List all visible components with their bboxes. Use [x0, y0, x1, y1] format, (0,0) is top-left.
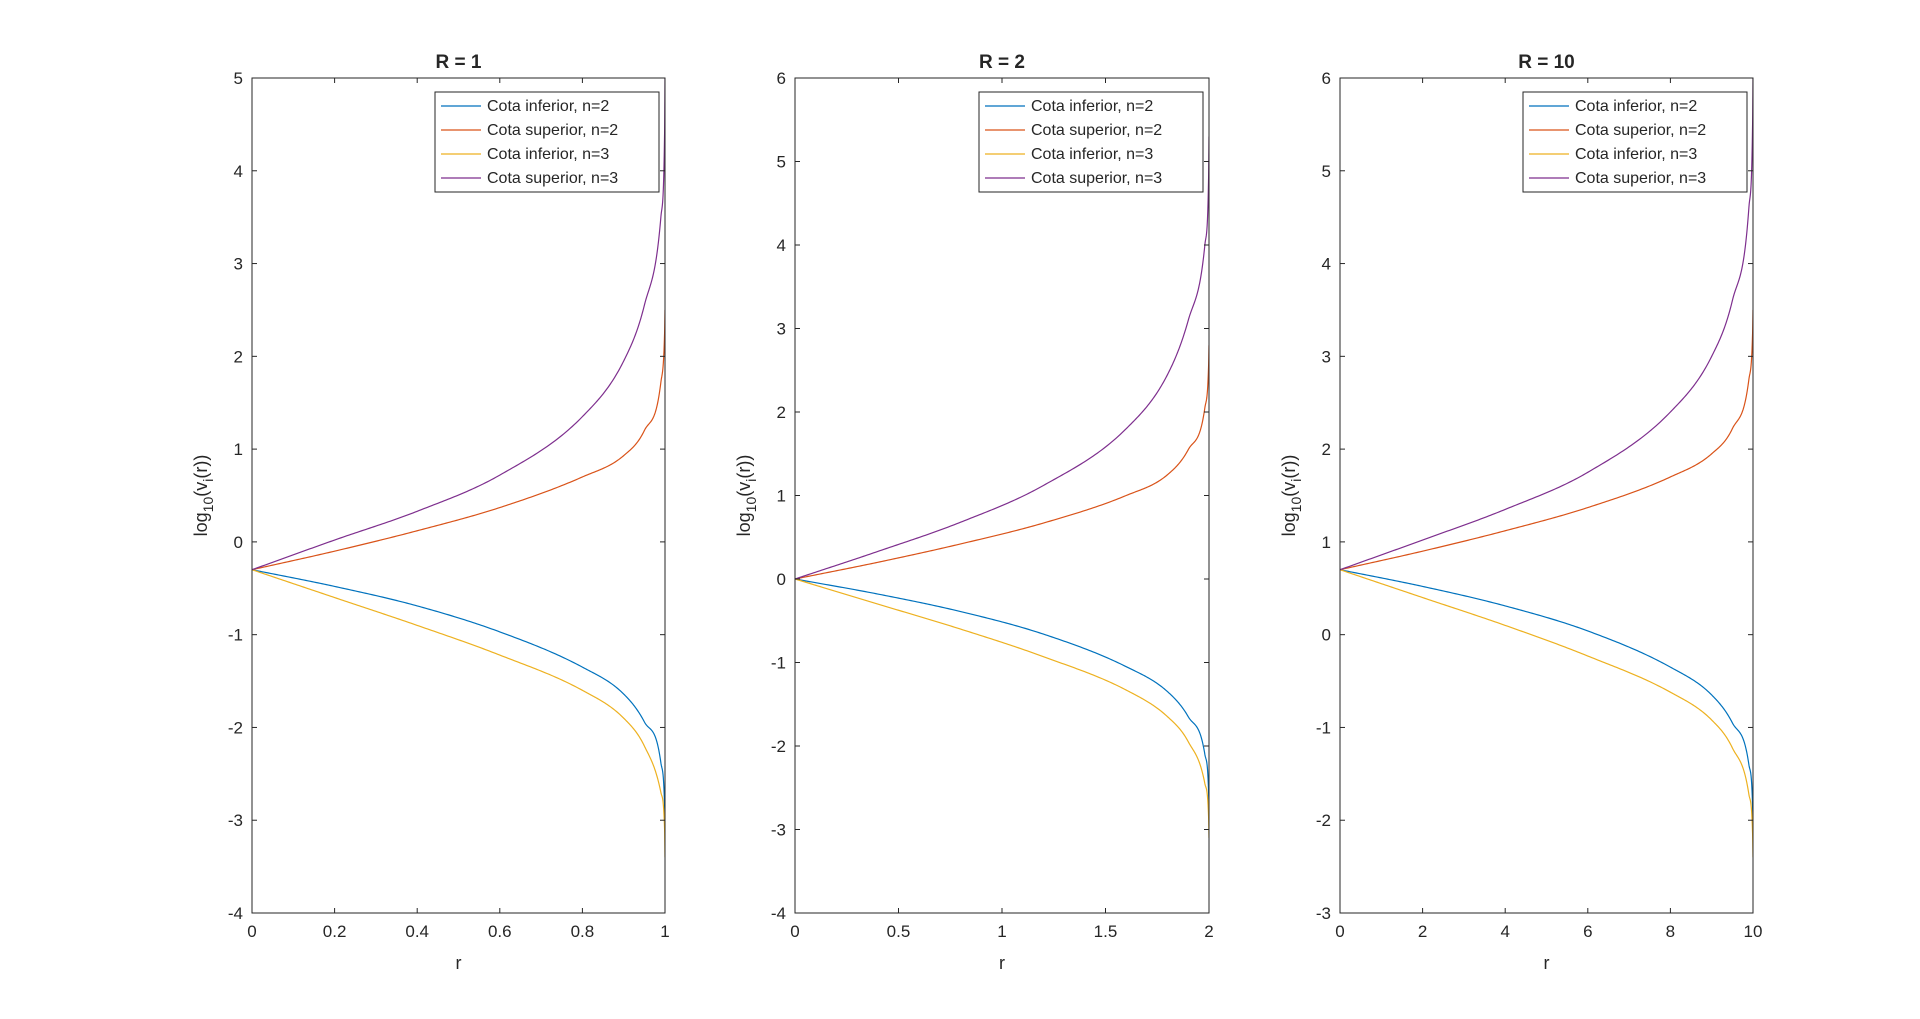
legend-label: Cota inferior, n=3 — [1575, 146, 1697, 163]
legend-label: Cota inferior, n=2 — [1575, 98, 1697, 115]
y-tick-label: 3 — [234, 255, 243, 274]
series-line-3 — [1340, 569, 1753, 858]
series-line-1 — [1340, 569, 1753, 830]
series-group — [795, 136, 1209, 838]
legend-label: Cota superior, n=3 — [487, 170, 618, 187]
x-tick-label: 2 — [1418, 922, 1427, 941]
x-tick-label: 0 — [247, 922, 256, 941]
x-tick-label: 1 — [997, 922, 1006, 941]
x-tick-label: 6 — [1583, 922, 1592, 941]
x-axis-label: r — [999, 953, 1005, 973]
y-axis-label: log10(vi(r)) — [734, 455, 759, 537]
y-tick-label: -3 — [1316, 904, 1331, 923]
legend-label: Cota inferior, n=3 — [487, 146, 609, 163]
y-tick-label: 0 — [1322, 626, 1331, 645]
subplot-2: 0 0.5 1 1.5 2 -4 -3 -2 -1 0 1 2 3 4 5 6 R = 2 r log10(vi(r… — [734, 52, 1214, 973]
legend-label: Cota superior, n=2 — [1575, 122, 1706, 139]
x-tick-label: 4 — [1500, 922, 1509, 941]
y-tick-label: -3 — [771, 821, 786, 840]
y-axis-label: log10(vi(r)) — [1279, 455, 1304, 537]
series-line-3 — [252, 569, 665, 858]
chart-title: R = 10 — [1518, 52, 1575, 73]
plot-area — [1340, 78, 1753, 913]
series-group — [1340, 78, 1753, 858]
x-tick-label: 10 — [1744, 922, 1763, 941]
y-tick-label: 4 — [777, 236, 786, 255]
legend-box — [434, 91, 660, 193]
legend-box — [1522, 91, 1748, 193]
y-tick-label: 2 — [234, 347, 243, 366]
legend-label: Cota inferior, n=2 — [487, 98, 609, 115]
y-tick-label: 4 — [1322, 255, 1331, 274]
y-tick-label: -2 — [228, 718, 243, 737]
y-tick-label: 0 — [777, 570, 786, 589]
y-tick-label: 1 — [234, 440, 243, 459]
y-tick-label: 1 — [1322, 533, 1331, 552]
series-line-4 — [795, 136, 1209, 580]
series-line-4 — [252, 78, 665, 571]
legend-label: Cota superior, n=2 — [487, 122, 618, 139]
y-tick-label: 6 — [777, 69, 786, 88]
x-axis-label: r — [1544, 953, 1550, 973]
x-tick-label: 0.5 — [887, 922, 911, 941]
y-tick-label: 5 — [1322, 162, 1331, 181]
x-tick-label: 0.8 — [571, 922, 595, 941]
y-tick-label: 1 — [777, 487, 786, 506]
legend: Cota inferior, n=2 Cota superior, n=2 Cota… — [978, 91, 1204, 193]
axes-box — [251, 77, 666, 914]
chart-title: R = 2 — [979, 52, 1025, 73]
series-line-2 — [795, 345, 1209, 580]
subplot-3: 0 2 4 6 8 10 -3 -2 -1 0 1 2 3 4 5 6 R = 10 r log10(vi(r)) C… — [1279, 52, 1762, 973]
legend-label: Cota superior, n=2 — [1031, 122, 1162, 139]
y-axis-label: log10(vi(r)) — [191, 455, 216, 537]
x-tick-label: 2 — [1204, 922, 1213, 941]
y-tick-label: 2 — [1322, 440, 1331, 459]
y-tick-label: 5 — [234, 69, 243, 88]
chart-title: R = 1 — [436, 52, 482, 73]
series-line-1 — [795, 578, 1209, 813]
x-tick-label: 0.4 — [405, 922, 429, 941]
y-tick-label: 2 — [777, 403, 786, 422]
series-line-4 — [1340, 78, 1753, 571]
y-tick-label: 0 — [234, 533, 243, 552]
y-tick-label: 3 — [1322, 347, 1331, 366]
axes-box — [1339, 77, 1754, 914]
legend-box — [978, 91, 1204, 193]
series-line-1 — [252, 569, 665, 830]
legend-label: Cota superior, n=3 — [1575, 170, 1706, 187]
y-tick-label: 4 — [234, 162, 243, 181]
x-tick-label: 0.2 — [323, 922, 347, 941]
y-tick-label: 3 — [777, 320, 786, 339]
y-tick-label: -1 — [1316, 718, 1331, 737]
y-tick-label: 6 — [1322, 69, 1331, 88]
series-group — [252, 78, 665, 858]
y-tick-label: -2 — [771, 737, 786, 756]
legend-label: Cota superior, n=3 — [1031, 170, 1162, 187]
y-tick-label: -2 — [1316, 811, 1331, 830]
legend-label: Cota inferior, n=3 — [1031, 146, 1153, 163]
y-tick-label: -4 — [771, 904, 786, 923]
y-tick-label: -3 — [228, 811, 243, 830]
legend-label: Cota inferior, n=2 — [1031, 98, 1153, 115]
x-tick-label: 0 — [790, 922, 799, 941]
series-line-2 — [1340, 309, 1753, 571]
plot-area — [795, 78, 1209, 913]
x-tick-label: 0 — [1335, 922, 1344, 941]
x-tick-label: 1.5 — [1094, 922, 1118, 941]
y-tick-label: 5 — [777, 153, 786, 172]
legend: Cota inferior, n=2 Cota superior, n=2 Cota… — [1522, 91, 1748, 193]
subplot-1: 0 0.2 0.4 0.6 0.8 1 -4 -3 -2 -1 0 1 2 3 4 5 R = 1 r log10(… — [191, 52, 670, 973]
legend: Cota inferior, n=2 Cota superior, n=2 Cota… — [434, 91, 660, 193]
x-tick-label: 1 — [660, 922, 669, 941]
x-axis-label: r — [456, 953, 462, 973]
x-tick-label: 8 — [1666, 922, 1675, 941]
y-tick-label: -1 — [771, 654, 786, 673]
series-line-3 — [795, 578, 1209, 838]
y-tick-label: -1 — [228, 626, 243, 645]
x-tick-label: 0.6 — [488, 922, 512, 941]
series-line-2 — [252, 309, 665, 571]
y-tick-label: -4 — [228, 904, 243, 923]
